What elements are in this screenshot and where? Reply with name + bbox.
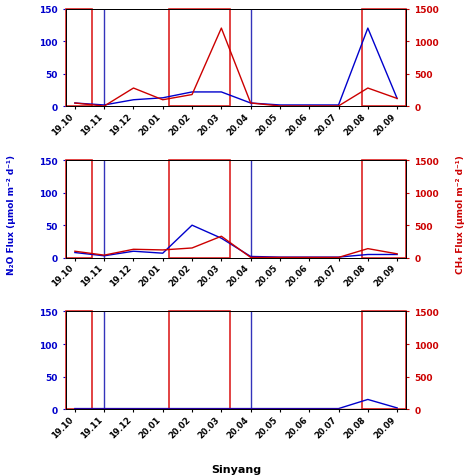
X-axis label: Gimnyeong: Gimnyeong [201, 162, 271, 172]
Text: CH₄ Flux (μmol m⁻² d⁻¹): CH₄ Flux (μmol m⁻² d⁻¹) [455, 155, 465, 273]
Text: N₂O Flux (μmol m⁻² d⁻¹): N₂O Flux (μmol m⁻² d⁻¹) [7, 154, 17, 274]
Bar [66, 312, 93, 409]
Bar [169, 161, 230, 258]
Bar [362, 312, 406, 409]
Bar [362, 161, 406, 258]
X-axis label: Jocheon: Jocheon [211, 313, 261, 323]
Bar [362, 10, 406, 107]
Bar [169, 10, 230, 107]
Bar [66, 161, 93, 258]
X-axis label: Sinyang: Sinyang [211, 464, 261, 474]
Bar [66, 10, 93, 107]
Bar [169, 312, 230, 409]
